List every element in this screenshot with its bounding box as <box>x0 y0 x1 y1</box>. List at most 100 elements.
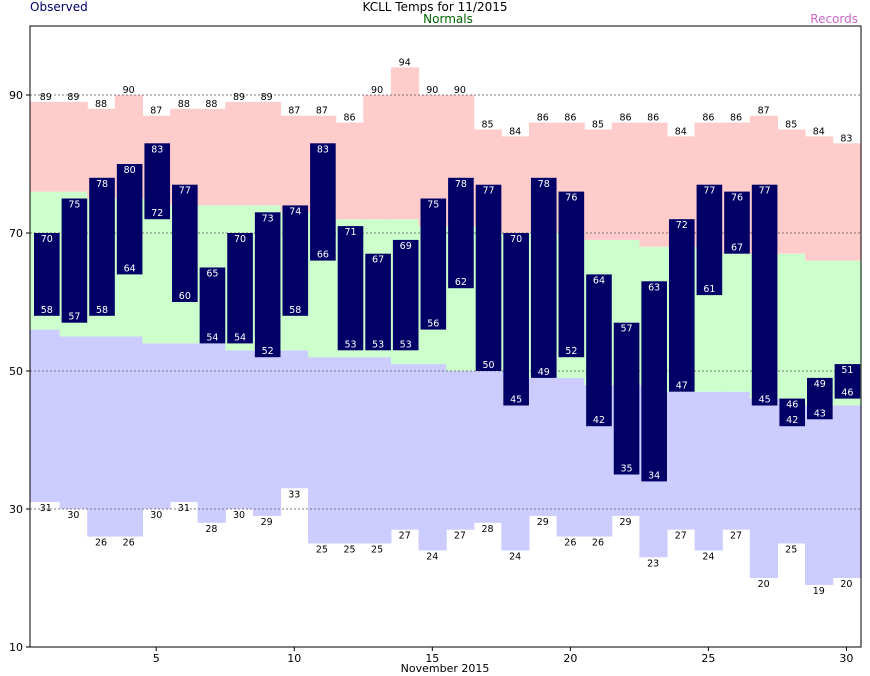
record-high-band <box>30 101 61 192</box>
record-low-band <box>528 377 558 516</box>
observed-bar <box>724 191 750 254</box>
observed-high-label: 77 <box>703 186 715 197</box>
observed-low-label: 57 <box>68 312 80 323</box>
record-high-band <box>501 136 530 233</box>
observed-low-label: 53 <box>344 339 356 350</box>
record-low-label: 26 <box>123 538 135 549</box>
observed-low-label: 53 <box>372 339 384 350</box>
observed-bar <box>89 177 115 316</box>
observed-bar <box>254 212 281 358</box>
record-low-band <box>749 398 779 578</box>
observed-low-label: 54 <box>234 332 246 343</box>
x-tick-label: 25 <box>701 652 715 665</box>
record-low-band <box>694 391 723 551</box>
record-high-label: 90 <box>426 85 438 96</box>
y-tick-label: 30 <box>9 503 23 516</box>
record-low-band <box>832 405 862 578</box>
record-low-band <box>252 350 282 516</box>
record-high-band <box>280 115 309 213</box>
record-high-band <box>225 101 254 206</box>
record-low-band <box>170 343 199 503</box>
observed-high-label: 70 <box>234 234 246 245</box>
record-high-band <box>390 67 420 220</box>
observed-high-label: 72 <box>676 220 688 231</box>
record-low-label: 25 <box>785 545 797 556</box>
observed-bar <box>392 239 419 351</box>
observed-high-label: 49 <box>814 379 826 390</box>
record-low-label: 27 <box>730 531 742 542</box>
observed-bar <box>475 184 502 371</box>
record-low-band <box>446 371 475 530</box>
observed-high-label: 74 <box>289 206 301 217</box>
observed-low-label: 67 <box>731 243 743 254</box>
record-high-label: 84 <box>813 126 825 137</box>
observed-high-label: 78 <box>96 179 108 190</box>
record-low-band <box>225 350 254 509</box>
normal-band <box>722 253 751 392</box>
observed-bar <box>530 177 557 378</box>
normal-band <box>142 198 171 344</box>
observed-high-label: 64 <box>593 275 605 286</box>
record-low-label: 24 <box>702 551 714 562</box>
record-low-label: 26 <box>564 538 576 549</box>
record-high-label: 86 <box>730 113 742 124</box>
record-low-band <box>335 357 364 544</box>
x-tick-label: 5 <box>153 652 160 665</box>
record-low-label: 27 <box>454 531 466 542</box>
observed-high-label: 83 <box>317 144 329 155</box>
observed-bar <box>365 253 391 351</box>
x-tick-label: 10 <box>287 652 301 665</box>
record-low-band <box>390 364 420 530</box>
record-low-band <box>722 391 751 530</box>
record-high-label: 90 <box>371 85 383 96</box>
record-high-label: 90 <box>123 85 135 96</box>
observed-high-label: 65 <box>206 269 218 280</box>
record-high-label: 86 <box>343 113 355 124</box>
record-high-label: 84 <box>675 126 687 137</box>
record-low-label: 31 <box>178 503 190 514</box>
observed-high-label: 76 <box>565 193 577 204</box>
observed-low-label: 72 <box>151 208 163 219</box>
observed-high-label: 78 <box>455 179 467 190</box>
record-high-label: 85 <box>481 120 493 131</box>
y-tick-label: 50 <box>9 365 23 378</box>
observed-low-label: 42 <box>786 415 798 426</box>
record-low-band <box>556 377 585 537</box>
record-high-band <box>832 143 862 261</box>
record-low-label: 27 <box>399 531 411 542</box>
record-low-band <box>418 364 447 551</box>
observed-low-label: 52 <box>565 346 577 357</box>
record-high-label: 86 <box>647 113 659 124</box>
legend-normals: Normals <box>423 12 473 26</box>
observed-bar <box>282 205 309 316</box>
record-high-label: 85 <box>785 120 797 131</box>
record-low-band <box>473 371 502 523</box>
observed-low-label: 46 <box>841 388 853 399</box>
record-high-band <box>252 101 282 206</box>
record-low-label: 26 <box>95 538 107 549</box>
record-low-label: 27 <box>675 531 687 542</box>
observed-low-label: 56 <box>427 319 439 330</box>
observed-low-label: 66 <box>317 250 329 261</box>
observed-bar <box>586 274 612 427</box>
record-high-band <box>59 101 88 192</box>
observed-bar <box>172 184 198 302</box>
record-low-label: 28 <box>205 524 217 535</box>
observed-high-label: 71 <box>344 227 356 238</box>
record-high-label: 88 <box>95 99 107 110</box>
record-low-label: 20 <box>840 579 852 590</box>
record-low-label: 25 <box>316 545 328 556</box>
observed-bar <box>116 164 143 275</box>
record-low-label: 26 <box>592 538 604 549</box>
chart-title: KCLL Temps for 11/2015 <box>362 0 508 14</box>
record-high-label: 89 <box>261 92 273 103</box>
record-high-label: 83 <box>840 133 852 144</box>
record-low-band <box>280 350 309 489</box>
record-high-band <box>777 129 806 254</box>
observed-high-label: 69 <box>400 241 412 252</box>
observed-high-label: 77 <box>179 186 191 197</box>
record-low-label: 29 <box>261 517 273 528</box>
x-tick-label: 15 <box>425 652 439 665</box>
observed-bar <box>503 233 529 406</box>
observed-bar <box>34 233 60 316</box>
